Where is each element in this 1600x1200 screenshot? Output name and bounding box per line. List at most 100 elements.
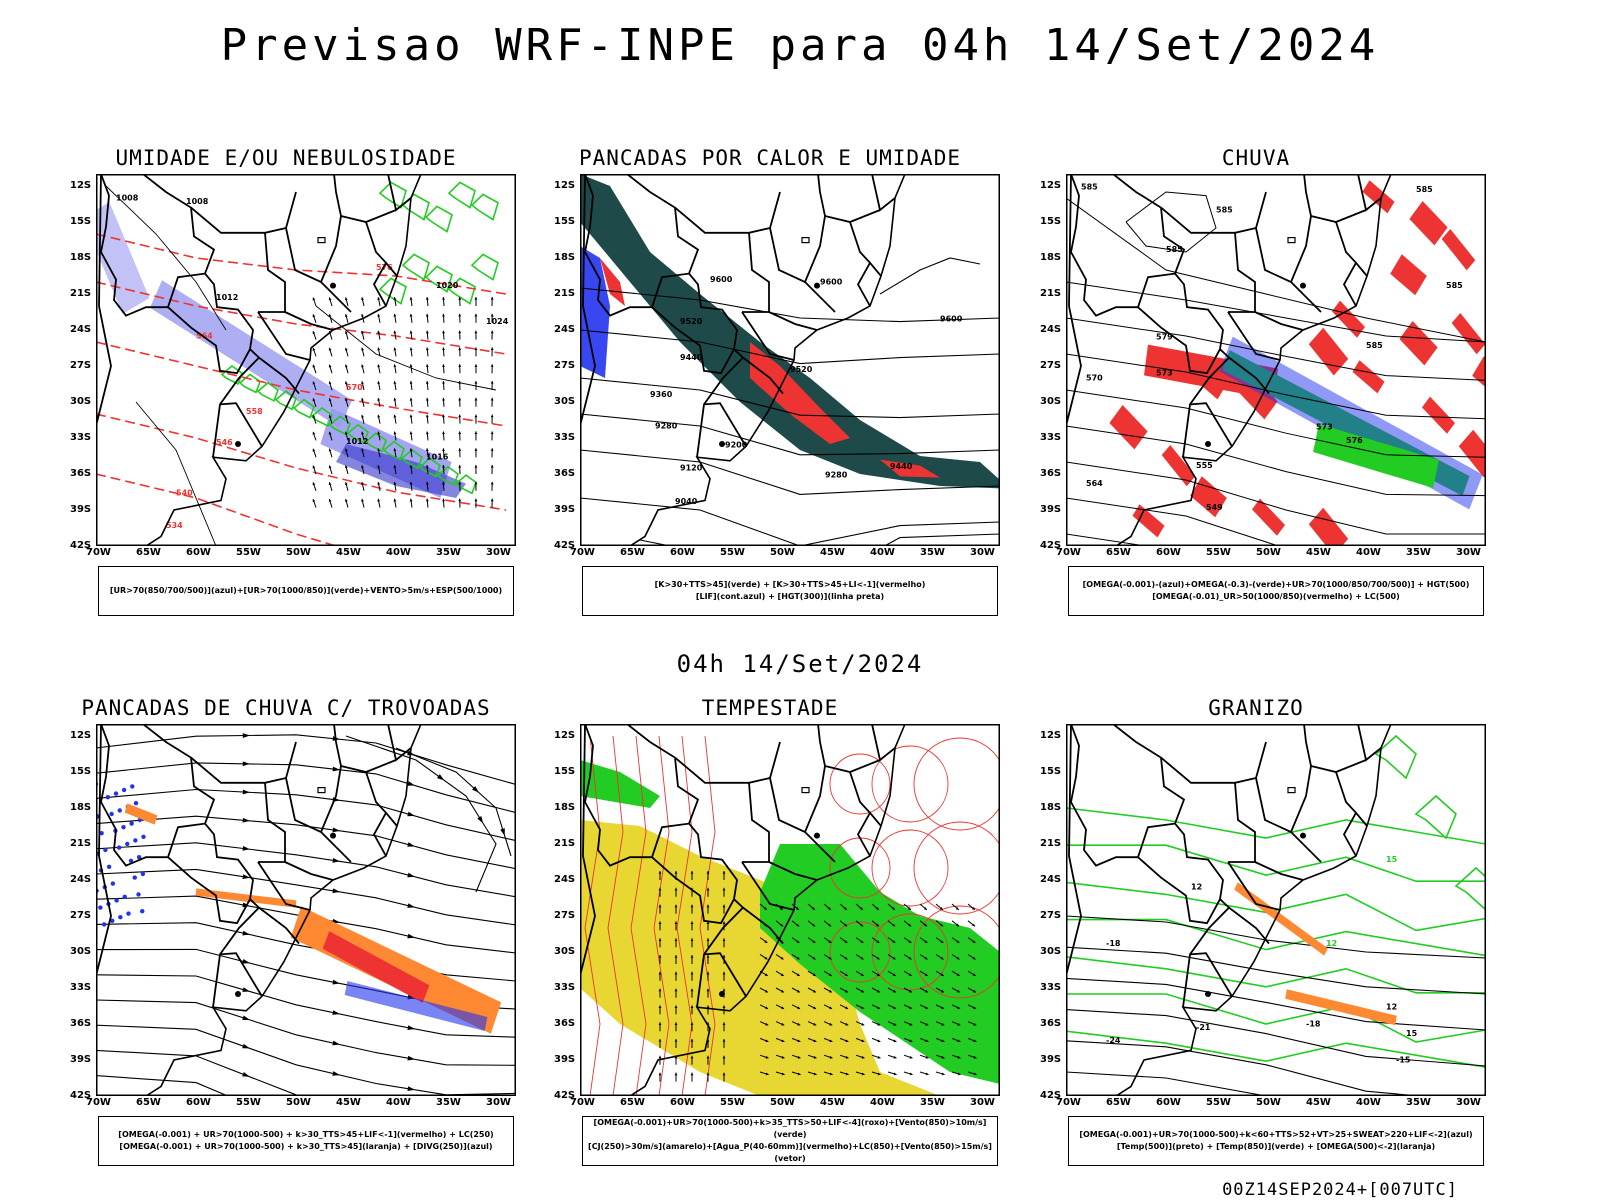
wind-vector-850-head [923,907,927,910]
wind-vector-head [328,414,332,418]
wind-vector-head [328,398,332,402]
lake-mark [330,832,336,839]
lon-tick-label: 50W [286,1097,311,1108]
footer-stamp: 00Z14SEP2024+[007UTC] [1222,1180,1458,1200]
streamline-850 [871,913,949,991]
map-border [96,724,516,1096]
state-border [257,311,311,361]
wind-vector-850-head [706,955,710,958]
lon-tick-label: 65W [620,1097,645,1108]
wind-vector-850-head [765,1072,769,1076]
temp-850-contour [1066,956,1486,994]
state-border [372,811,398,857]
temp-850-contour [1454,866,1486,912]
wind-vector-head [312,347,316,351]
wind-vector-head [393,465,397,468]
lat-tick-label: 30S [554,946,576,957]
wind-vector-head [425,364,429,368]
lat-tick-label: 15S [554,216,576,227]
wind-vector-850-head [845,1022,849,1026]
thickness-label: 534 [166,521,183,530]
wind-vector-head [474,313,478,317]
wind-vector-850-head [674,871,678,874]
low-humidity-contour [346,423,369,444]
lat-tick-label: 12S [554,730,576,741]
lat-tick-label: 30S [1040,946,1062,957]
wind-vector-850-head [674,971,678,975]
wind-vector-850-head [797,1039,801,1043]
streamline-arrow [332,1010,340,1015]
wind-vector-850-head [722,988,726,992]
streamline [96,734,516,786]
lon-tick-label: 60W [186,1097,211,1108]
state-border [1342,811,1368,857]
lon-tick-label: 65W [136,1097,161,1108]
wind-vector-850-head [690,938,694,941]
wind-vector-850-head [829,1022,833,1026]
wind-vector-850-head [829,1006,833,1009]
wind-vector-850-head [860,956,864,960]
temp-500-contour [1066,946,1486,995]
lat-tick-label: 12S [1040,730,1062,741]
wind-vector-850-head [892,973,896,976]
lat-tick-label: 24S [70,874,92,885]
map-tempestade [580,724,1000,1096]
state-border [1160,191,1267,234]
wind-vector-850-head [763,907,767,910]
wind-vector-850-head [797,1022,801,1026]
state-border [387,724,412,762]
lat-tick-label: 36S [1040,1018,1062,1029]
height-contour-300 [580,449,1000,495]
wind-vector-head [344,330,348,334]
height-contour-300 [580,377,1000,419]
height-label: 9440 [890,462,913,471]
wind-vector-head [361,431,364,435]
wind-vector-head [409,381,413,384]
wind-vector-head [328,314,332,318]
coastline [1066,724,1392,1096]
streamline-850 [913,905,1000,999]
low-humidity-contour [378,181,407,209]
wind-vector-head [442,481,445,485]
temp-500-contour [1066,1009,1486,1067]
omega-area [1234,882,1328,956]
wind-vector-head [490,448,494,451]
state-border [1066,174,1082,435]
temp-label: 12 [1386,1003,1397,1012]
height-contour-300 [580,497,1000,546]
divergence-contour [344,981,488,1031]
wind-vector-head [474,448,478,451]
streamline-arrow [332,857,340,863]
thickness-label: 570 [346,383,363,392]
wind-850-area [580,760,660,808]
wind-vector-850-head [956,940,960,943]
wind-vector-head [458,364,462,367]
temp-500-contour [1066,977,1486,1031]
wind-vector-850-head [658,871,662,874]
streamline-arrow [242,733,250,738]
wind-vector-850-head [764,989,768,993]
lon-tick-label: 45W [820,547,845,558]
lat-tick-label: 42S [554,1090,576,1101]
wind-vector-850-head [706,921,710,925]
wind-vector-head [490,381,494,384]
wind-vector-850-head [674,938,678,941]
state-border [1254,861,1304,881]
federal-district [801,786,810,794]
federal-district [1287,236,1296,244]
lon-tick-label: 60W [1156,1097,1181,1108]
wind-vector-850-head [876,973,880,976]
lat-tick-label: 12S [70,730,92,741]
lon-tick-label: 40W [386,1097,411,1108]
lon-tick-label: 40W [1356,547,1381,558]
wind-vector-850-head [941,1022,945,1026]
lat-tick-label: 15S [70,216,92,227]
temp-850-contour [1414,794,1457,840]
lake-mark [1205,991,1211,997]
divergence-spot [128,858,134,863]
low-humidity-contour [364,432,387,453]
streamline-850 [871,829,949,907]
wind-vector-850-head [893,1072,897,1076]
wind-vector-850-head [812,989,816,993]
wind-vector-850-head [892,923,896,927]
